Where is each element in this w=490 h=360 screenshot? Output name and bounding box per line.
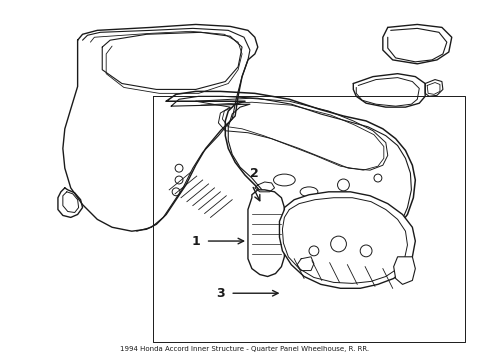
Polygon shape xyxy=(393,257,416,284)
Text: 1994 Honda Accord Inner Structure - Quarter Panel Wheelhouse, R. RR.: 1994 Honda Accord Inner Structure - Quar… xyxy=(121,346,369,352)
Text: 1: 1 xyxy=(192,235,201,248)
Text: 3: 3 xyxy=(217,287,225,300)
Polygon shape xyxy=(248,190,284,276)
Polygon shape xyxy=(279,192,416,288)
Text: 2: 2 xyxy=(250,167,259,180)
